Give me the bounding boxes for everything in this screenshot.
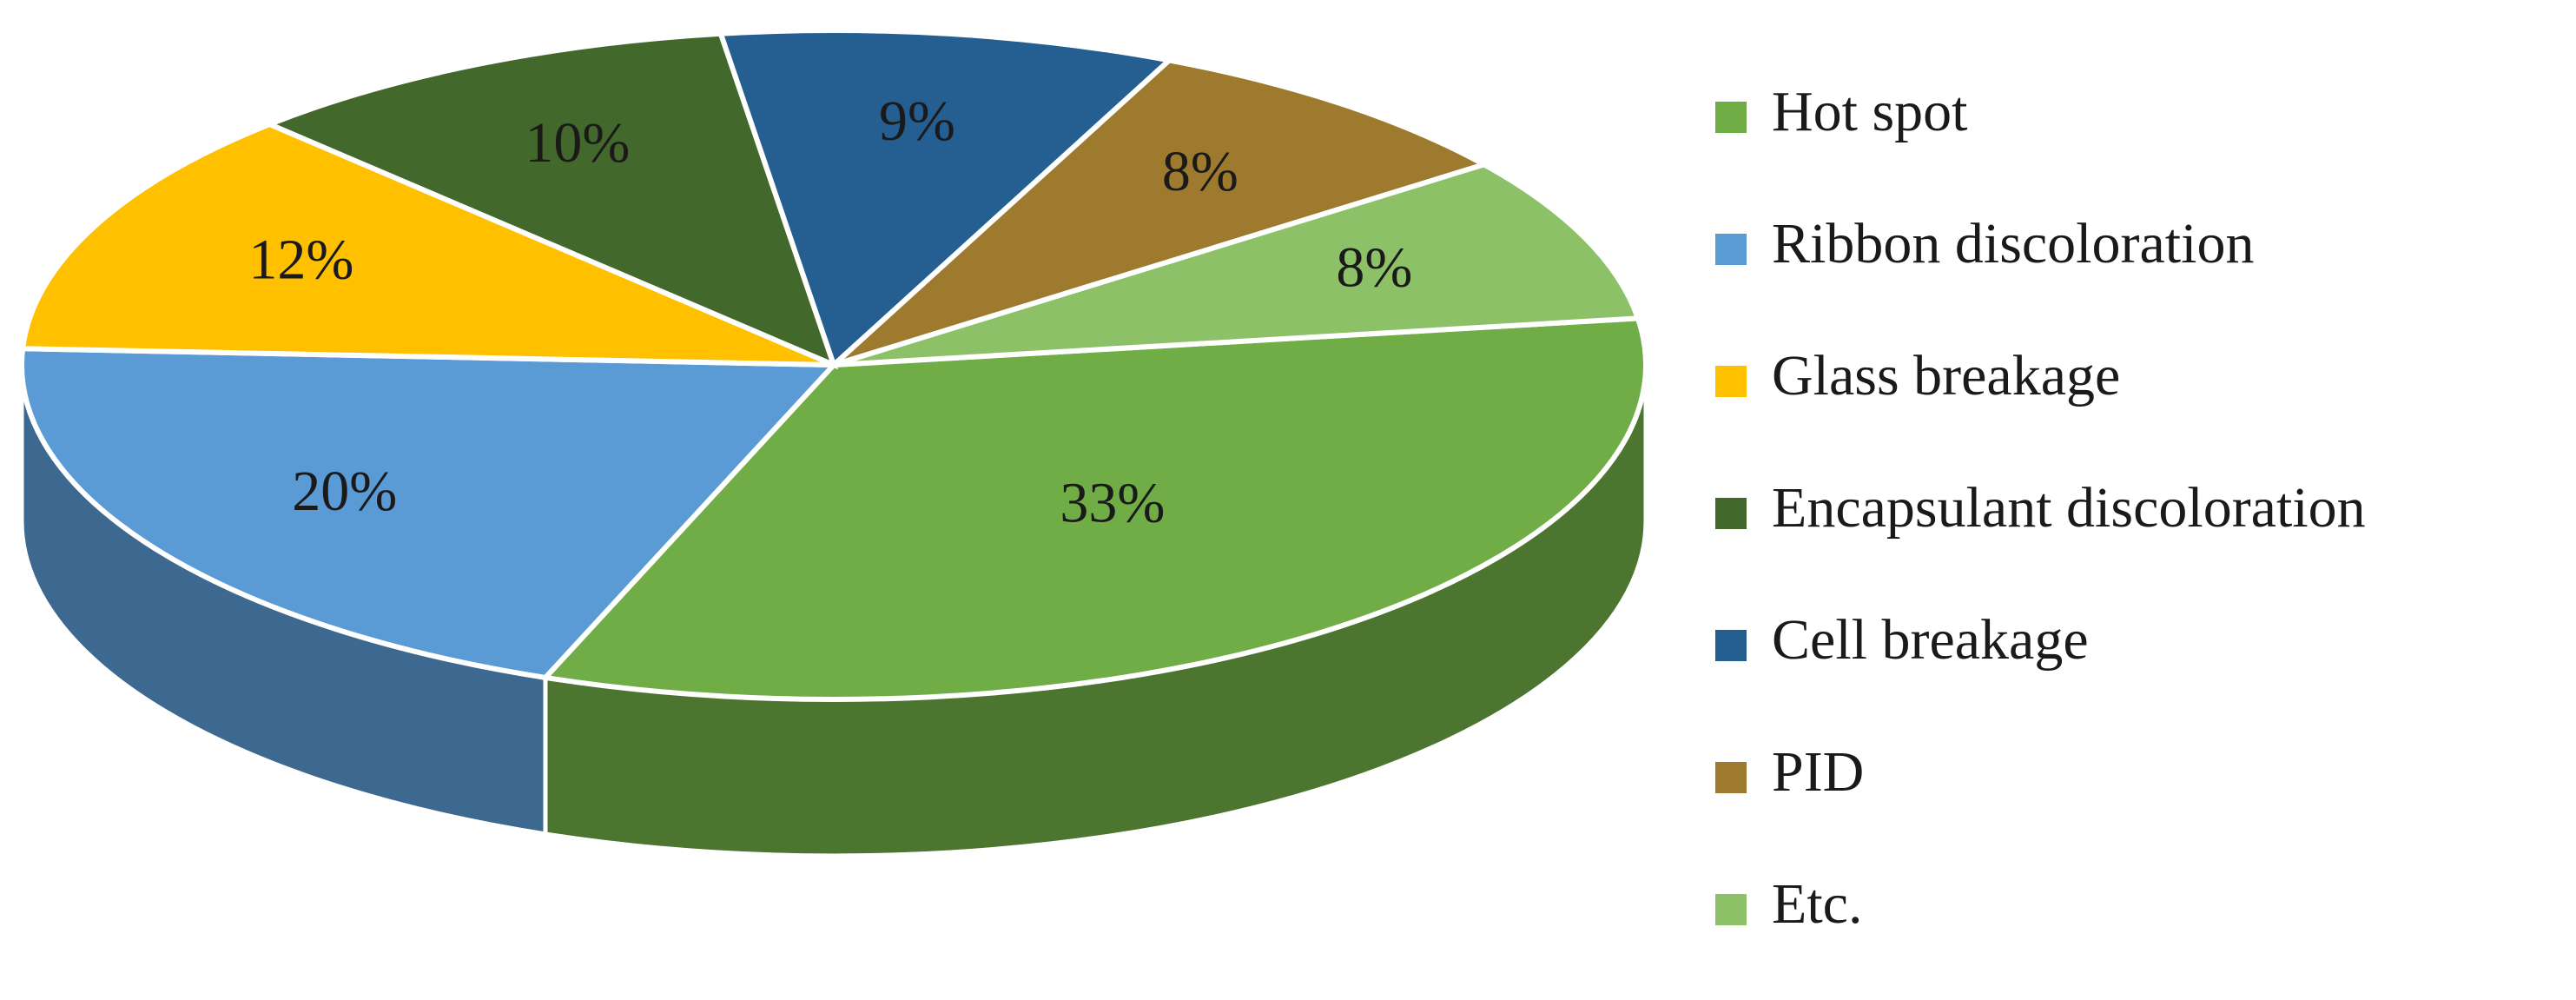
legend-swatch [1715,894,1747,925]
data-label: 8% [1162,140,1238,203]
data-label: 20% [292,460,397,523]
data-label: 10% [525,111,630,175]
slice [19,346,840,681]
slice [262,30,839,370]
slice [831,57,1491,368]
legend-swatch [1715,762,1747,793]
legend-label: Cell breakage [1772,608,2089,672]
data-label: 9% [879,89,955,153]
pie: 33% 20% 12% 10% 9% 8% 8% [19,28,1648,858]
legend-label: PID [1772,740,1864,804]
legend-swatch [1715,498,1747,529]
legend-label: Glass breakage [1772,344,2120,407]
legend-label: Encapsulant discoloration [1772,476,2366,540]
legend-label: Etc. [1772,872,1862,936]
slice [19,121,836,368]
data-label: 12% [248,228,353,292]
legend: Hot spot Ribbon discoloration Glass breaka… [1715,80,2366,936]
legend-swatch [1715,102,1747,133]
legend-swatch [1715,630,1747,661]
legend-label: Hot spot [1772,80,1968,143]
slice [717,28,1175,370]
slice [833,162,1642,368]
data-label: 8% [1336,236,1412,300]
data-label: 33% [1060,472,1165,535]
legend-label: Ribbon discoloration [1772,212,2254,275]
slice [539,315,1648,702]
legend-swatch [1715,234,1747,265]
legend-swatch [1715,366,1747,397]
